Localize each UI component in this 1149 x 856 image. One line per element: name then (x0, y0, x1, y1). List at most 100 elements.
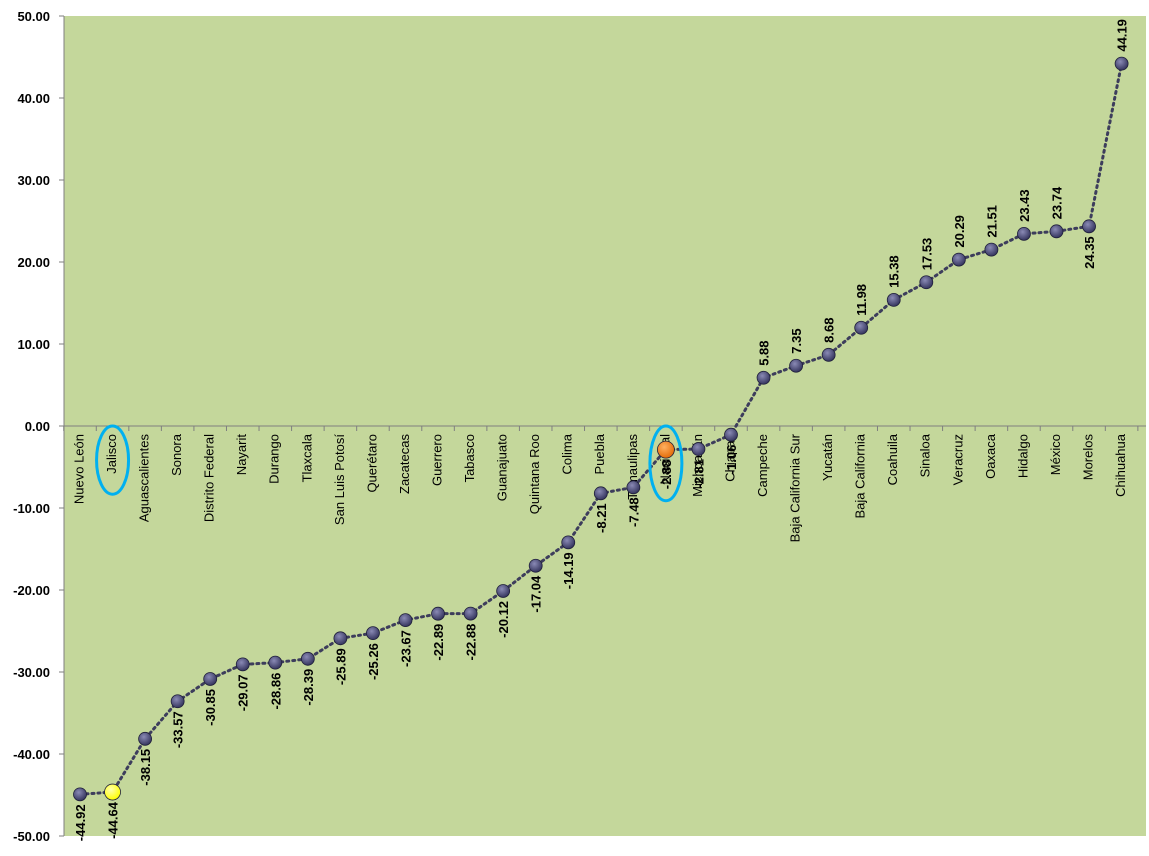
data-label: -44.64 (106, 801, 121, 839)
category-label: Tabasco (462, 434, 477, 482)
data-label: -17.04 (529, 575, 544, 613)
data-label: 11.98 (854, 284, 869, 316)
data-point (170, 694, 185, 709)
category-label: Chiapas (722, 434, 737, 482)
data-point (626, 480, 641, 495)
data-point (398, 613, 413, 627)
data-point-jalisco (104, 783, 121, 801)
data-point (593, 486, 608, 501)
data-point (203, 672, 218, 686)
category-label: Aguascalientes (137, 434, 152, 523)
data-point (756, 370, 771, 385)
data-point (73, 787, 87, 802)
data-label: -14.19 (561, 552, 576, 589)
category-label: Durango (267, 434, 282, 484)
data-label: 17.53 (919, 238, 934, 271)
data-label: -44.92 (73, 804, 88, 841)
data-label: -2.81 (691, 459, 706, 489)
category-label: Sonora (169, 433, 184, 476)
y-tick-label: 10.00 (17, 337, 50, 352)
data-point (691, 442, 706, 456)
data-label: 23.43 (1017, 189, 1032, 222)
category-label: Yucatán (820, 434, 835, 481)
category-label: Coahuila (885, 433, 900, 485)
category-label: Guerrero (429, 434, 444, 486)
category-label: Sinaloa (918, 433, 933, 477)
data-point (333, 631, 348, 646)
y-tick-label: -50.00 (13, 829, 50, 844)
y-tick-label: -10.00 (13, 501, 50, 516)
data-label: -20.12 (496, 601, 511, 638)
data-label: -22.89 (431, 624, 446, 661)
data-point (984, 242, 999, 257)
data-point (235, 657, 250, 672)
data-label: -22.88 (464, 624, 479, 661)
data-point-nacional (657, 440, 675, 459)
highlight-circle (95, 424, 131, 496)
category-label: Puebla (592, 433, 607, 474)
data-point (1114, 56, 1129, 71)
data-point (951, 252, 966, 267)
data-point (431, 606, 445, 621)
category-label: Veracruz (950, 434, 965, 485)
data-label: -1.06 (724, 445, 739, 475)
data-point (854, 320, 869, 335)
data-label: 5.88 (757, 340, 772, 365)
data-label: -28.39 (301, 669, 316, 706)
data-point (724, 427, 738, 442)
category-label: Querétaro (364, 434, 379, 493)
category-label: Baja California (853, 433, 868, 518)
data-label: -38.15 (138, 749, 153, 786)
data-point (366, 626, 380, 641)
data-point (463, 606, 478, 621)
data-point (496, 584, 511, 598)
data-point (268, 655, 283, 670)
data-label: 15.38 (887, 255, 902, 288)
data-point (300, 651, 315, 666)
data-label: 20.29 (952, 215, 967, 248)
data-label: 44.19 (1115, 19, 1130, 52)
category-label: Guanajuato (495, 434, 510, 501)
data-label: -8.21 (594, 503, 609, 533)
data-label: -25.26 (366, 643, 381, 680)
data-label: 7.35 (789, 328, 804, 353)
data-label: 23.74 (1050, 186, 1065, 219)
category-label: Tlaxcala (299, 433, 314, 482)
y-tick-label: 30.00 (17, 173, 50, 188)
category-label: Zacatecas (397, 434, 412, 494)
category-label: Nuevo León (71, 434, 86, 504)
category-label: Distrito Federal (202, 434, 217, 522)
data-point (919, 275, 934, 290)
y-tick-label: -30.00 (13, 665, 50, 680)
data-label: 8.68 (822, 318, 837, 343)
data-label: -23.67 (399, 630, 414, 667)
data-label: -7.48 (626, 497, 641, 527)
data-label: 21.51 (984, 205, 999, 238)
category-label: Colima (560, 433, 575, 474)
category-label: Jalisco (104, 434, 119, 474)
data-label: -28.86 (268, 673, 283, 710)
data-point (1049, 224, 1064, 239)
data-label: -33.57 (171, 711, 186, 748)
data-point (561, 535, 576, 550)
category-label: San Luis Potosí (332, 434, 347, 525)
data-point (821, 347, 836, 362)
category-label: Nayarit (234, 434, 249, 476)
data-label: -29.07 (236, 674, 251, 711)
data-point (1082, 219, 1096, 234)
data-point (138, 731, 153, 746)
y-tick-label: 50.00 (17, 9, 50, 24)
category-label: México (1048, 434, 1063, 475)
y-tick-label: 20.00 (17, 255, 50, 270)
data-label: -2.88 (659, 460, 674, 490)
y-tick-label: 0.00 (25, 419, 50, 434)
category-label: Morelos (1080, 434, 1095, 481)
category-label: Hidalgo (1015, 434, 1030, 478)
category-label: Quintana Roo (527, 434, 542, 514)
category-label: Campeche (755, 434, 770, 497)
data-point (528, 558, 543, 573)
y-tick-label: -20.00 (13, 583, 50, 598)
category-label: Oaxaca (983, 433, 998, 479)
